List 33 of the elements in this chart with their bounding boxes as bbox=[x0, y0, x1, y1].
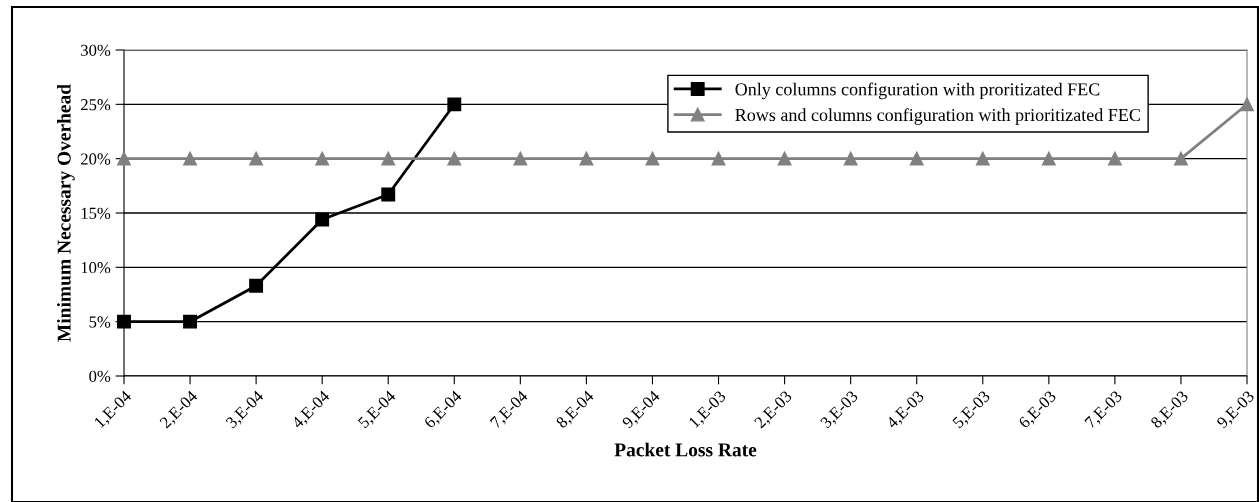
point bbox=[1107, 151, 1122, 166]
point bbox=[315, 151, 330, 166]
point bbox=[447, 151, 462, 166]
point bbox=[843, 151, 858, 166]
point bbox=[513, 151, 528, 166]
point bbox=[183, 151, 198, 166]
point bbox=[249, 151, 264, 166]
legend-label: Rows and columns configuration with prioritizated FEC bbox=[735, 108, 1140, 125]
point bbox=[381, 187, 396, 202]
point bbox=[315, 212, 330, 227]
point bbox=[975, 151, 990, 166]
y-tick-label: 25% bbox=[80, 99, 111, 111]
point bbox=[645, 151, 660, 166]
y-tick-label: 20% bbox=[80, 153, 111, 165]
point bbox=[777, 151, 792, 166]
point bbox=[249, 278, 264, 293]
point bbox=[183, 314, 198, 329]
point bbox=[579, 151, 594, 166]
point bbox=[711, 151, 726, 166]
y-tick-label: 5% bbox=[89, 316, 111, 328]
y-tick-label: 30% bbox=[81, 44, 111, 56]
point bbox=[1041, 151, 1056, 166]
legend-label: Only columns configuration with proritizated FEC bbox=[735, 82, 1100, 100]
y-tick-label: 10% bbox=[81, 262, 111, 274]
y-axis-title: Minimum Necessary Overhead bbox=[57, 84, 75, 342]
y-tick-label: 15% bbox=[81, 207, 111, 219]
point bbox=[447, 97, 462, 112]
y-tick-label: 0% bbox=[89, 370, 111, 382]
point bbox=[909, 151, 924, 166]
point bbox=[381, 151, 396, 166]
x-axis-title: Packet Loss Rate bbox=[614, 442, 757, 457]
point bbox=[1240, 97, 1254, 112]
point bbox=[1173, 151, 1188, 166]
